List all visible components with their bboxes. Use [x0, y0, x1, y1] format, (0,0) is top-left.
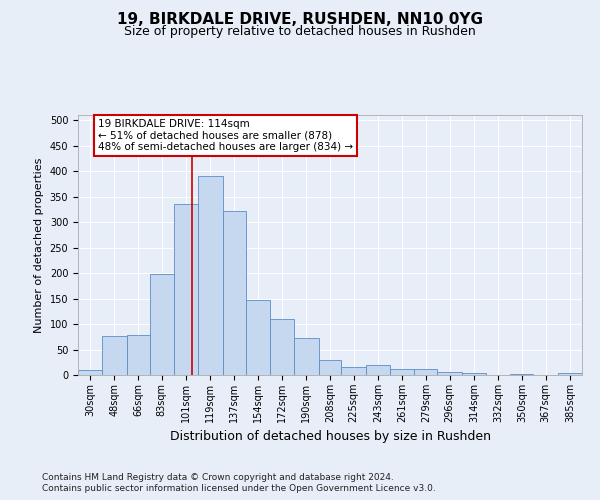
Bar [462, 373, 486, 375]
Bar [198, 176, 223, 375]
Bar [270, 319, 294, 375]
Y-axis label: Number of detached properties: Number of detached properties [34, 158, 44, 332]
Bar [415, 369, 437, 375]
Bar [319, 360, 341, 375]
Bar [294, 338, 319, 375]
Bar [127, 335, 149, 375]
Bar [78, 370, 103, 375]
Text: Size of property relative to detached houses in Rushden: Size of property relative to detached ho… [124, 25, 476, 38]
Bar [149, 274, 174, 375]
Bar [390, 370, 415, 375]
Bar [103, 336, 127, 375]
Text: 19 BIRKDALE DRIVE: 114sqm
← 51% of detached houses are smaller (878)
48% of semi: 19 BIRKDALE DRIVE: 114sqm ← 51% of detac… [98, 119, 353, 152]
Bar [223, 211, 245, 375]
Bar [341, 368, 366, 375]
Text: Contains HM Land Registry data © Crown copyright and database right 2024.: Contains HM Land Registry data © Crown c… [42, 472, 394, 482]
Bar [245, 300, 270, 375]
Text: Contains public sector information licensed under the Open Government Licence v3: Contains public sector information licen… [42, 484, 436, 493]
Bar [511, 374, 533, 375]
Text: 19, BIRKDALE DRIVE, RUSHDEN, NN10 0YG: 19, BIRKDALE DRIVE, RUSHDEN, NN10 0YG [117, 12, 483, 28]
Bar [557, 374, 582, 375]
Bar [366, 365, 390, 375]
Bar [174, 204, 198, 375]
X-axis label: Distribution of detached houses by size in Rushden: Distribution of detached houses by size … [170, 430, 491, 444]
Bar [437, 372, 462, 375]
